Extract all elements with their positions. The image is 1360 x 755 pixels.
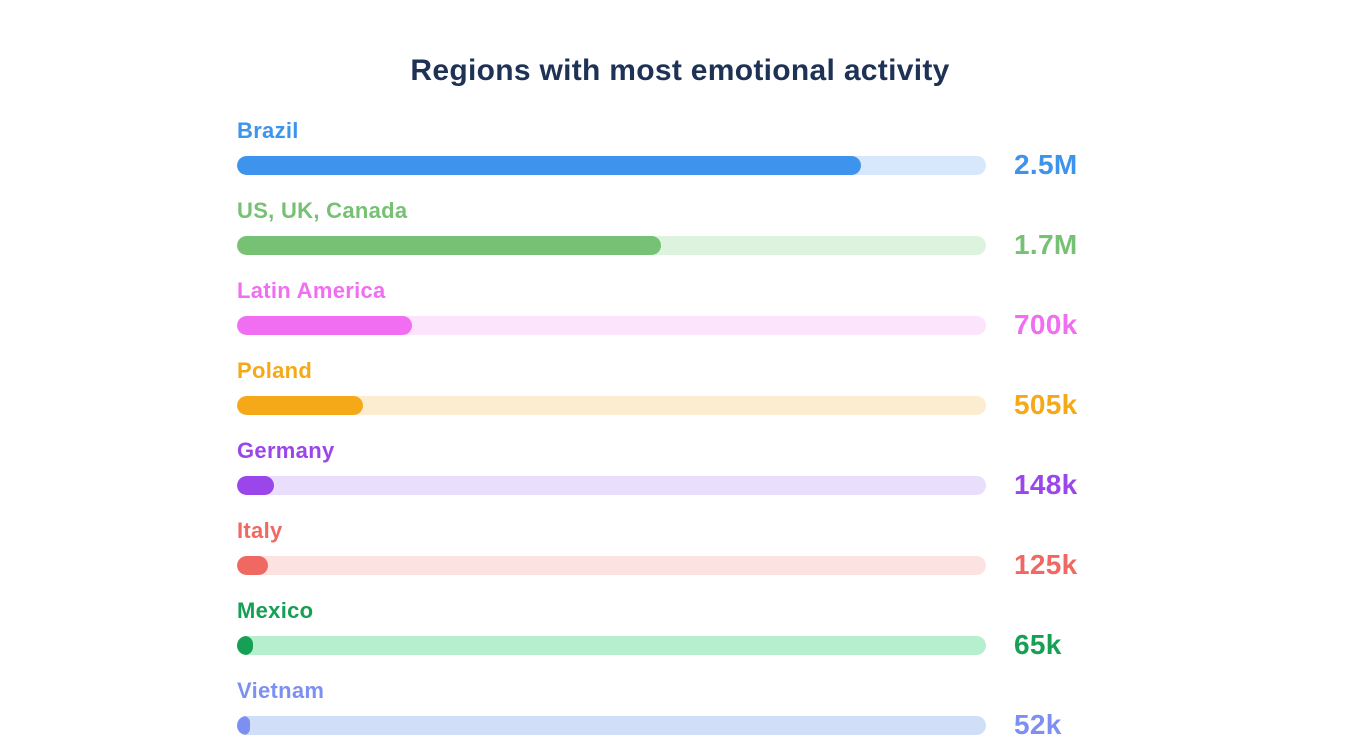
- bar-fill: [237, 395, 364, 415]
- bar-value: 148k: [1014, 469, 1078, 500]
- row-label: Latin America: [237, 278, 386, 303]
- bar-row: Latin America 700k: [237, 278, 1137, 341]
- bar-row: Poland 505k: [237, 358, 1137, 421]
- row-label: Germany: [237, 438, 335, 463]
- bar-line: 700k: [237, 309, 1137, 341]
- bar-line: 125k: [237, 549, 1137, 581]
- row-label: Mexico: [237, 598, 314, 623]
- bar-fill: [237, 155, 862, 175]
- bar-fill: [237, 475, 274, 495]
- chart-title: Regions with most emotional activity: [410, 54, 950, 87]
- bar-row: Vietnam 52k: [237, 678, 1137, 741]
- row-label: US, UK, Canada: [237, 198, 408, 223]
- bar-track: [237, 395, 986, 415]
- bar-line: 65k: [237, 629, 1137, 661]
- bar-fill: [237, 555, 269, 575]
- bar-track: [237, 635, 986, 655]
- bar-row: Italy 125k: [237, 518, 1137, 581]
- bar-track: [237, 715, 986, 735]
- bar-line: 148k: [237, 469, 1137, 501]
- bar-row: Mexico 65k: [237, 598, 1137, 661]
- bar-line: 505k: [237, 389, 1137, 421]
- bar-line: 1.7M: [237, 229, 1137, 261]
- bar-fill: [237, 635, 254, 655]
- bar-value: 700k: [1014, 309, 1078, 340]
- bar-value: 65k: [1014, 629, 1062, 660]
- bar-value: 1.7M: [1014, 229, 1078, 260]
- bar-value: 2.5M: [1014, 149, 1078, 180]
- row-label: Italy: [237, 518, 283, 543]
- row-label: Vietnam: [237, 678, 325, 703]
- bar-chart: Brazil 2.5M US, UK, Canada 1.7M Latin Am…: [237, 118, 1137, 755]
- bar-track: [237, 315, 986, 335]
- bar-track: [237, 475, 986, 495]
- row-label: Poland: [237, 358, 313, 383]
- bar-row: Brazil 2.5M: [237, 118, 1137, 181]
- bar-value: 125k: [1014, 549, 1078, 580]
- bar-fill: [237, 315, 412, 335]
- bar-value: 52k: [1014, 709, 1062, 740]
- row-label: Brazil: [237, 118, 299, 143]
- bar-line: 52k: [237, 709, 1137, 741]
- bar-track: [237, 155, 986, 175]
- bar-fill: [237, 235, 662, 255]
- bar-row: Germany 148k: [237, 438, 1137, 501]
- bar-line: 2.5M: [237, 149, 1137, 181]
- bar-value: 505k: [1014, 389, 1078, 420]
- bar-fill: [237, 715, 250, 735]
- bar-track: [237, 235, 986, 255]
- bar-row: US, UK, Canada 1.7M: [237, 198, 1137, 261]
- bar-track: [237, 555, 986, 575]
